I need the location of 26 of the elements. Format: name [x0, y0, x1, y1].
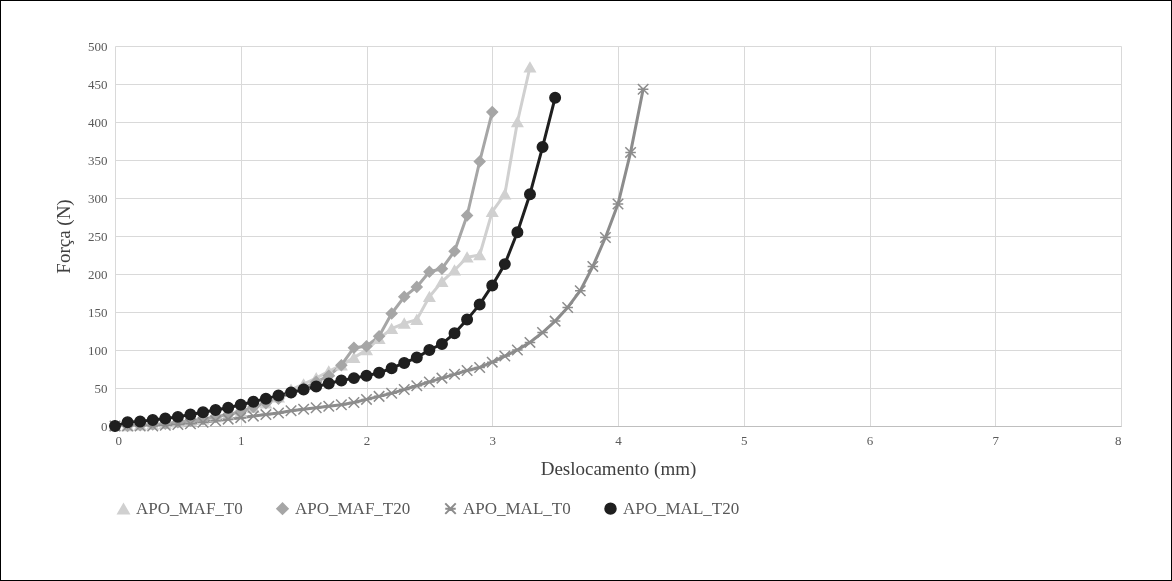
x-tick-label: 4 [615, 432, 623, 448]
x-tick-label: 5 [741, 432, 748, 448]
y-tick-label: 350 [88, 152, 108, 168]
y-axis-title: Força (N) [53, 199, 75, 274]
x-tick-label: 2 [363, 432, 371, 448]
x-axis-title: Deslocamento (mm) [540, 457, 697, 480]
y-tick-label: 500 [88, 38, 108, 54]
x-tick-label: 0 [115, 432, 122, 448]
x-tick-label: 8 [1115, 432, 1122, 448]
y-tick-label: 300 [88, 190, 108, 206]
y-tick-label: 250 [88, 228, 108, 244]
legend-label: APO_MAL_T0 [463, 498, 571, 518]
x-tick-label: 3 [489, 432, 496, 448]
y-tick-label: 400 [88, 114, 108, 130]
y-tick-label: 150 [88, 304, 108, 320]
y-tick-label: 100 [88, 342, 108, 358]
y-tick-label: 50 [94, 380, 108, 396]
legend-label: APO_MAF_T0 [136, 498, 243, 518]
legend-label: APO_MAL_T20 [623, 498, 740, 518]
x-tick-label: 6 [866, 432, 874, 448]
y-tick-label: 450 [88, 76, 108, 92]
legend-label: APO_MAF_T20 [295, 498, 411, 518]
x-tick-label: 7 [992, 432, 1000, 448]
x-tick-label: 1 [238, 432, 245, 448]
y-tick-label: 200 [88, 266, 108, 282]
y-tick-label: 0 [101, 418, 108, 434]
